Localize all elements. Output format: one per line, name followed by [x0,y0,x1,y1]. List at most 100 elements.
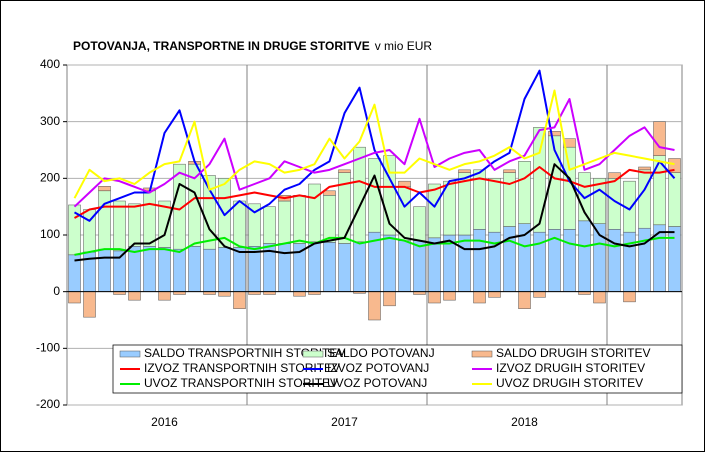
legend-label: SALDO TRANSPORTNIH STORITEV [144,346,345,360]
bar [503,169,516,173]
legend-swatch [302,350,324,358]
bar [338,243,351,292]
bar [503,172,516,227]
bar [518,291,531,309]
bar [233,200,246,248]
bar [668,158,681,173]
line-series [74,236,675,256]
bar [383,291,396,307]
bar [143,246,156,292]
bar [98,190,111,250]
bar [248,246,261,292]
bar [158,291,171,301]
bar [563,229,576,292]
bar [218,291,231,297]
bar [668,226,681,292]
bar [293,195,306,244]
bar [323,242,336,292]
bar [233,247,246,292]
bar [458,169,471,173]
bar [488,178,501,233]
bar [98,248,111,292]
bar [368,291,381,321]
bar [128,203,141,247]
bar [188,246,201,292]
bar [578,220,591,292]
legend-swatch [471,350,493,358]
y-tick-label: -200 [36,397,60,411]
bar [623,231,636,292]
line-series [73,98,675,208]
y-tick-label: -100 [36,341,60,355]
bar [638,166,651,171]
chart-title: POTOVANJA, TRANSPORTNE IN DRUGE STORITVE… [73,39,432,53]
bar [488,231,501,292]
bar [638,227,651,292]
x-tick-label: 2017 [331,415,358,429]
line-series [74,163,675,262]
y-tick-label: 300 [40,114,60,128]
bar [488,291,501,298]
bar [293,291,306,297]
legend-label: UVOZ POTOVANJ [327,376,427,390]
bar [218,178,231,248]
bar [248,203,261,247]
bar [638,169,651,229]
bar [458,234,471,292]
bar [308,183,321,243]
bar [518,161,531,224]
title-unit: v mio EUR [375,39,433,53]
legend-label: IZVOZ DRUGIH STORITEV [496,361,645,375]
bar [413,206,426,241]
bar [653,121,666,156]
line-series [74,69,676,222]
bar [608,229,621,292]
legend-label: IZVOZ TRANSPORTNIH STORITEV [144,361,340,375]
y-tick-label: 200 [40,171,60,185]
bar [443,291,456,301]
line-series [74,166,675,219]
bar [278,200,291,244]
bar [548,131,561,137]
y-tick-label: 0 [53,284,60,298]
bar [398,240,411,292]
bar [428,237,441,292]
legend-label: SALDO POTOVANJ [327,346,435,360]
y-tick-label: 100 [40,227,60,241]
bar [623,291,636,303]
y-tick-label: 400 [40,57,60,71]
x-tick-label: 2018 [511,415,538,429]
legend-label: UVOZ TRANSPORTNIH STORITEV [144,376,338,390]
bar [383,234,396,292]
bar [68,291,81,304]
bar [98,186,111,192]
bar [173,248,186,292]
bar [113,200,126,252]
bar [353,241,366,292]
bar [203,248,216,292]
bar [533,127,546,233]
title-main: POTOVANJA, TRANSPORTNE IN DRUGE STORITVE [73,39,370,53]
legend-label: UVOZ DRUGIH STORITEV [496,376,643,390]
bar [473,291,486,304]
bar [128,291,141,301]
bar [128,246,141,292]
bar [278,243,291,292]
legend-swatch [119,350,141,358]
bar [158,247,171,292]
bar [593,178,606,224]
bar [533,291,546,298]
bar [83,291,96,318]
bar [263,206,276,244]
bar [368,158,381,233]
bar [338,169,351,173]
legend-label: SALDO DRUGIH STORITEV [496,346,650,360]
legend-box [112,344,683,394]
bar [323,195,336,243]
bar [473,169,486,230]
bar [473,229,486,292]
bar [668,172,681,227]
bar [308,241,321,292]
bar [353,146,366,243]
